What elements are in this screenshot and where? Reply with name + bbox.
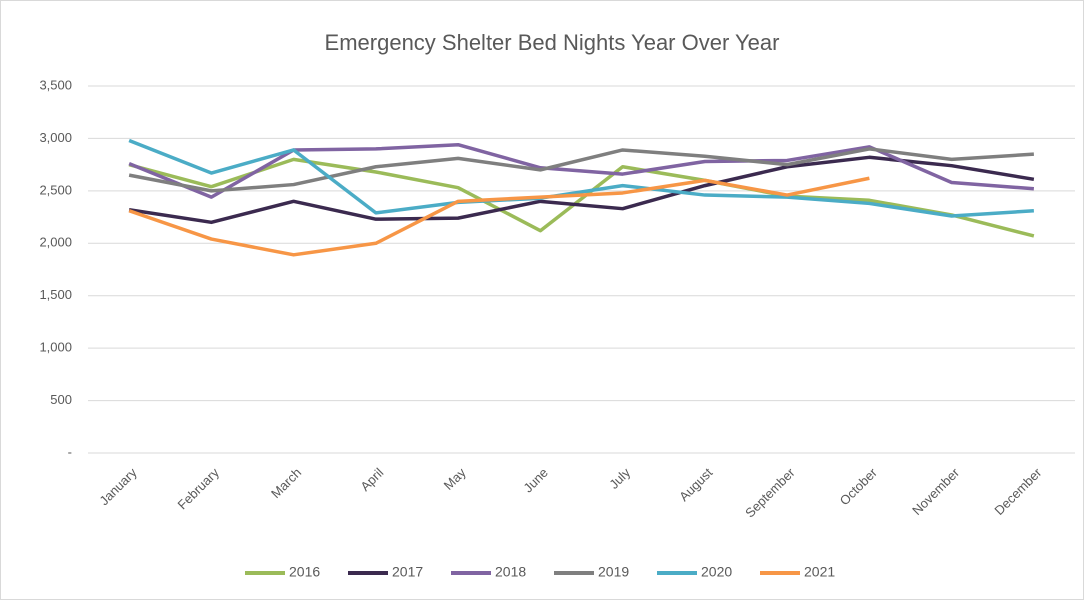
y-tick-label: 3,000: [39, 130, 72, 145]
legend-label: 2021: [804, 564, 835, 580]
legend-label: 2017: [392, 564, 423, 580]
series-line: [128, 155, 1035, 225]
legend-label: 2018: [495, 564, 526, 580]
y-tick-label: 2,500: [39, 182, 72, 197]
series-line: [128, 138, 1034, 218]
legend-label: 2020: [701, 564, 732, 580]
y-tick-label: 1,000: [39, 340, 72, 355]
legend-label: 2016: [289, 564, 320, 580]
y-tick-label: 3,500: [39, 77, 72, 92]
y-tick-label: 2,000: [39, 235, 72, 250]
y-tick-label: -: [68, 444, 72, 459]
chart-title: Emergency Shelter Bed Nights Year Over Y…: [325, 30, 780, 55]
series-line: [128, 142, 1035, 199]
series-line: [128, 176, 870, 257]
y-tick-label: 500: [50, 392, 72, 407]
legend-label: 2019: [598, 564, 629, 580]
y-tick-label: 1,500: [39, 287, 72, 302]
series-line: [128, 157, 1035, 238]
series-line: [128, 147, 1034, 193]
